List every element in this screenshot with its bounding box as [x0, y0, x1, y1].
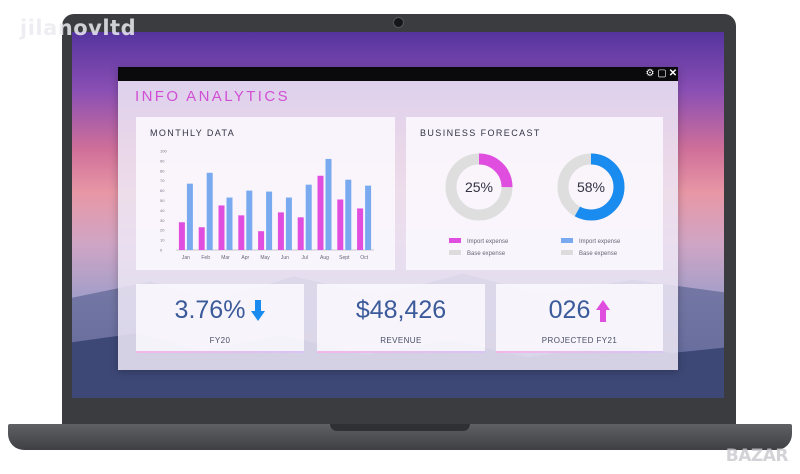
y-tick-label: 20 [160, 228, 165, 233]
donut-value-label: 25% [465, 179, 493, 195]
business-forecast-card: BUSINESS FORECAST 25% Import expense Base … [406, 117, 663, 270]
donut-segment [445, 153, 513, 221]
monthly-bar-chart: 0 10 20 30 40 50 60 70 80 90 100 Jan Feb Mar Apr May Jun… [160, 149, 374, 261]
x-tick-label: Apr [241, 255, 249, 261]
bar-mar-series2 [226, 197, 233, 250]
arrow-up-icon [596, 300, 611, 323]
donut-value-label: 58% [577, 179, 605, 195]
marketplace-logo-watermark: BAZAR [725, 446, 789, 466]
x-tick-label: Aug [320, 255, 329, 261]
x-tick-label: Oct [360, 255, 368, 261]
y-tick-label: 80 [160, 168, 165, 173]
kpi-card-fy20: 3.76% FY20 [136, 284, 304, 353]
legend-swatch-base [561, 250, 573, 255]
maximize-icon[interactable]: ▢ [657, 68, 667, 79]
bar-oct-series2 [365, 185, 372, 250]
kpi-underline [496, 351, 663, 353]
x-tick-label: May [260, 255, 270, 261]
x-tick-label: Feb [201, 255, 210, 261]
x-tick-label: Jan [182, 255, 190, 261]
gear-icon[interactable]: ⚙ [645, 68, 655, 79]
bar-apr-series2 [246, 190, 253, 250]
y-tick-label: 10 [160, 238, 165, 243]
kpi-value-text: $48,426 [355, 296, 447, 324]
kpi-card-projected-fy21: 026 PROJECTED FY21 [496, 284, 663, 353]
bar-mar-series1 [218, 205, 225, 250]
x-tick-label: Jul [301, 255, 307, 261]
arrow-down-icon [251, 300, 266, 322]
y-tick-label: 100 [160, 149, 167, 154]
legend-label-base: Base expense [467, 251, 506, 257]
close-icon[interactable]: ✕ [668, 68, 678, 79]
x-tick-label: Sept [339, 255, 350, 261]
kpi-value: 026 [496, 296, 663, 325]
kpi-label: FY20 [209, 336, 231, 345]
kpi-label: PROJECTED FY21 [541, 336, 618, 345]
forecast-donut-charts: 25% Import expense Base expense 58% Import e… [445, 153, 625, 257]
bar-jun-series2 [285, 197, 292, 250]
bar-sept-series1 [337, 199, 344, 250]
card-title: MONTHLY DATA [150, 128, 236, 138]
x-tick-label: Jun [281, 255, 289, 261]
bar-jan-series1 [178, 222, 185, 250]
donut-segment [557, 153, 625, 221]
kpi-card-revenue: $48,426 REVENUE [317, 284, 485, 353]
bar-apr-series1 [238, 215, 245, 250]
kpi-underline [136, 351, 304, 353]
card-title: BUSINESS FORECAST [420, 128, 541, 138]
kpi-value-text: 3.76% [174, 296, 246, 324]
legend-label-import: Import expense [579, 239, 621, 245]
kpi-label: REVENUE [380, 336, 422, 345]
bar-jun-series1 [277, 212, 284, 250]
monthly-data-card: MONTHLY DATA 0 10 20 30 40 50 60 70 80 90 100 Jan Fe… [136, 117, 395, 270]
bar-oct-series1 [357, 208, 364, 250]
webcam-icon [393, 17, 404, 28]
bar-jan-series2 [186, 183, 193, 250]
y-tick-label: 50 [160, 198, 165, 203]
legend-label-base: Base expense [579, 251, 618, 257]
kpi-value: 3.76% [136, 296, 304, 325]
seller-watermark: jilanovltd [20, 16, 137, 40]
bar-jul-series2 [305, 184, 312, 250]
kpi-underline [317, 351, 485, 353]
y-tick-label: 90 [160, 158, 165, 163]
bar-feb-series1 [198, 227, 205, 250]
bar-aug-series2 [325, 158, 332, 250]
legend-swatch-import [449, 238, 461, 243]
x-tick-label: Mar [221, 255, 230, 261]
bar-jul-series1 [297, 217, 304, 250]
y-tick-label: 30 [160, 218, 165, 223]
y-tick-label: 40 [160, 208, 165, 213]
legend-swatch-base [449, 250, 461, 255]
window-titlebar: ⚙ ▢ ✕ [118, 67, 678, 81]
legend-swatch-import [561, 238, 573, 243]
bar-aug-series1 [317, 175, 324, 250]
page-title: INFO ANALYTICS [135, 88, 291, 105]
kpi-value-text: 026 [548, 296, 591, 324]
analytics-app-window: ⚙ ▢ ✕ INFO ANALYTICS MONTHLY DATA 0 10 20 3… [118, 67, 678, 370]
bar-may-series2 [266, 191, 273, 250]
y-tick-label: 70 [160, 178, 165, 183]
bar-sept-series2 [345, 179, 352, 250]
legend-label-import: Import expense [467, 239, 509, 245]
laptop-hinge-notch [330, 424, 470, 431]
bar-feb-series2 [206, 172, 213, 250]
kpi-value: $48,426 [317, 296, 485, 325]
bar-may-series1 [258, 231, 265, 250]
y-tick-label: 0 [160, 248, 163, 253]
y-tick-label: 60 [160, 188, 165, 193]
